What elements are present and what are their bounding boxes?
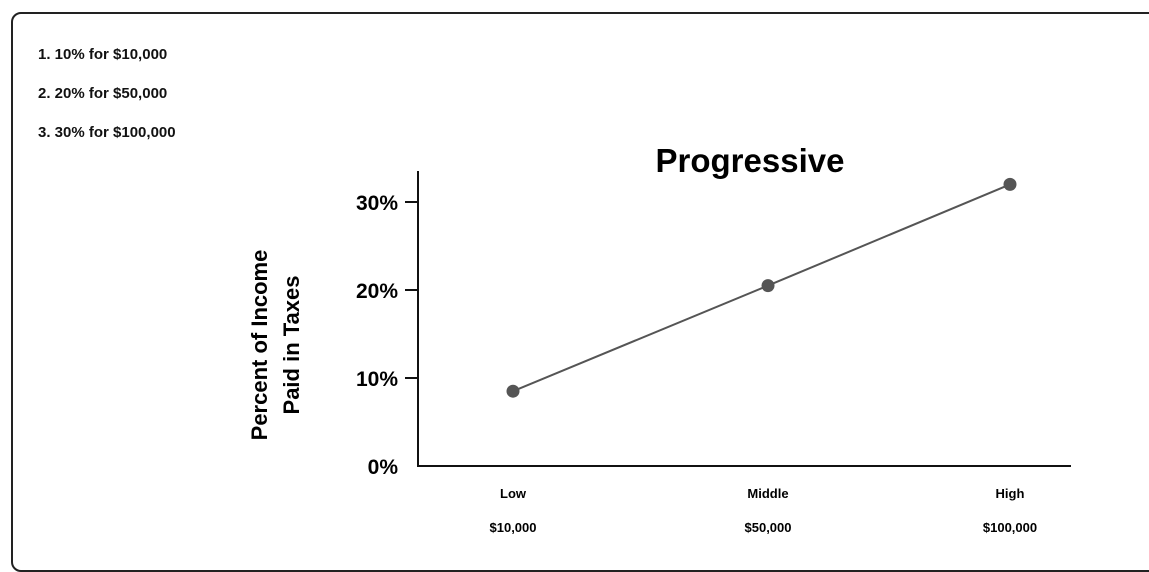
x-tick-label: High	[996, 486, 1025, 501]
note-item: 2. 20% for $50,000	[38, 85, 168, 102]
y-axis-label-line-1: Percent of Income	[247, 250, 272, 441]
data-point	[1003, 177, 1017, 191]
x-tick-sublabel: $10,000	[490, 520, 537, 535]
series-line-group	[506, 177, 1017, 398]
chart-title: Progressive	[656, 142, 845, 179]
x-tick-sublabel: $50,000	[745, 520, 792, 535]
note-item: 3. 30% for $100,000	[38, 124, 176, 141]
y-axis-label: Percent of Income Paid in Taxes	[247, 250, 304, 441]
y-axis-label-line-2: Paid in Taxes	[279, 276, 304, 415]
y-tick-label: 10%	[356, 368, 398, 391]
x-tick-sublabel: $100,000	[983, 520, 1037, 535]
series-line	[512, 183, 1011, 393]
x-tick-label: Middle	[747, 486, 788, 501]
notes-list: 1. 10% for $10,000 2. 20% for $50,000 3.…	[38, 46, 176, 163]
data-point	[761, 279, 775, 293]
x-ticks: Low $10,000 Middle $50,000 High $100,000	[490, 486, 1038, 535]
note-item: 1. 10% for $10,000	[38, 46, 168, 63]
x-tick-label: Low	[500, 486, 527, 501]
y-tick-label: 20%	[356, 280, 398, 303]
data-point	[506, 384, 520, 398]
y-ticks: 0% 10% 20% 30%	[356, 192, 418, 479]
y-tick-label: 0%	[368, 456, 399, 479]
y-tick-label: 30%	[356, 192, 398, 215]
